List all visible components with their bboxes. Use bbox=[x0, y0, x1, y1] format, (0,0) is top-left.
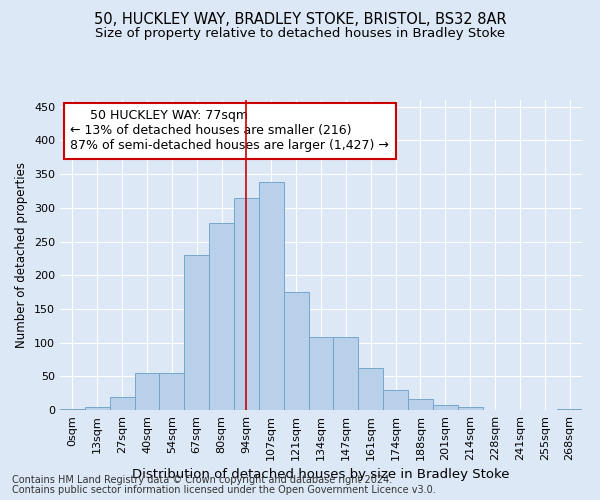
Bar bbox=[358, 368, 383, 410]
Bar bbox=[433, 406, 458, 410]
Bar bbox=[184, 255, 209, 410]
Text: Contains HM Land Registry data © Crown copyright and database right 2024.: Contains HM Land Registry data © Crown c… bbox=[12, 475, 392, 485]
Bar bbox=[259, 182, 284, 410]
X-axis label: Distribution of detached houses by size in Bradley Stoke: Distribution of detached houses by size … bbox=[132, 468, 510, 481]
Bar bbox=[85, 406, 110, 410]
Bar bbox=[408, 399, 433, 410]
Bar bbox=[458, 408, 482, 410]
Bar bbox=[334, 336, 358, 410]
Bar bbox=[308, 336, 334, 410]
Text: Size of property relative to detached houses in Bradley Stoke: Size of property relative to detached ho… bbox=[95, 28, 505, 40]
Text: Contains public sector information licensed under the Open Government Licence v3: Contains public sector information licen… bbox=[12, 485, 436, 495]
Bar bbox=[557, 408, 582, 410]
Bar bbox=[209, 222, 234, 410]
Bar bbox=[60, 408, 85, 410]
Bar bbox=[234, 198, 259, 410]
Bar bbox=[110, 396, 134, 410]
Bar bbox=[383, 390, 408, 410]
Bar bbox=[160, 373, 184, 410]
Bar bbox=[134, 373, 160, 410]
Bar bbox=[284, 292, 308, 410]
Y-axis label: Number of detached properties: Number of detached properties bbox=[16, 162, 28, 348]
Text: 50 HUCKLEY WAY: 77sqm
← 13% of detached houses are smaller (216)
87% of semi-det: 50 HUCKLEY WAY: 77sqm ← 13% of detached … bbox=[70, 110, 389, 152]
Text: 50, HUCKLEY WAY, BRADLEY STOKE, BRISTOL, BS32 8AR: 50, HUCKLEY WAY, BRADLEY STOKE, BRISTOL,… bbox=[94, 12, 506, 28]
